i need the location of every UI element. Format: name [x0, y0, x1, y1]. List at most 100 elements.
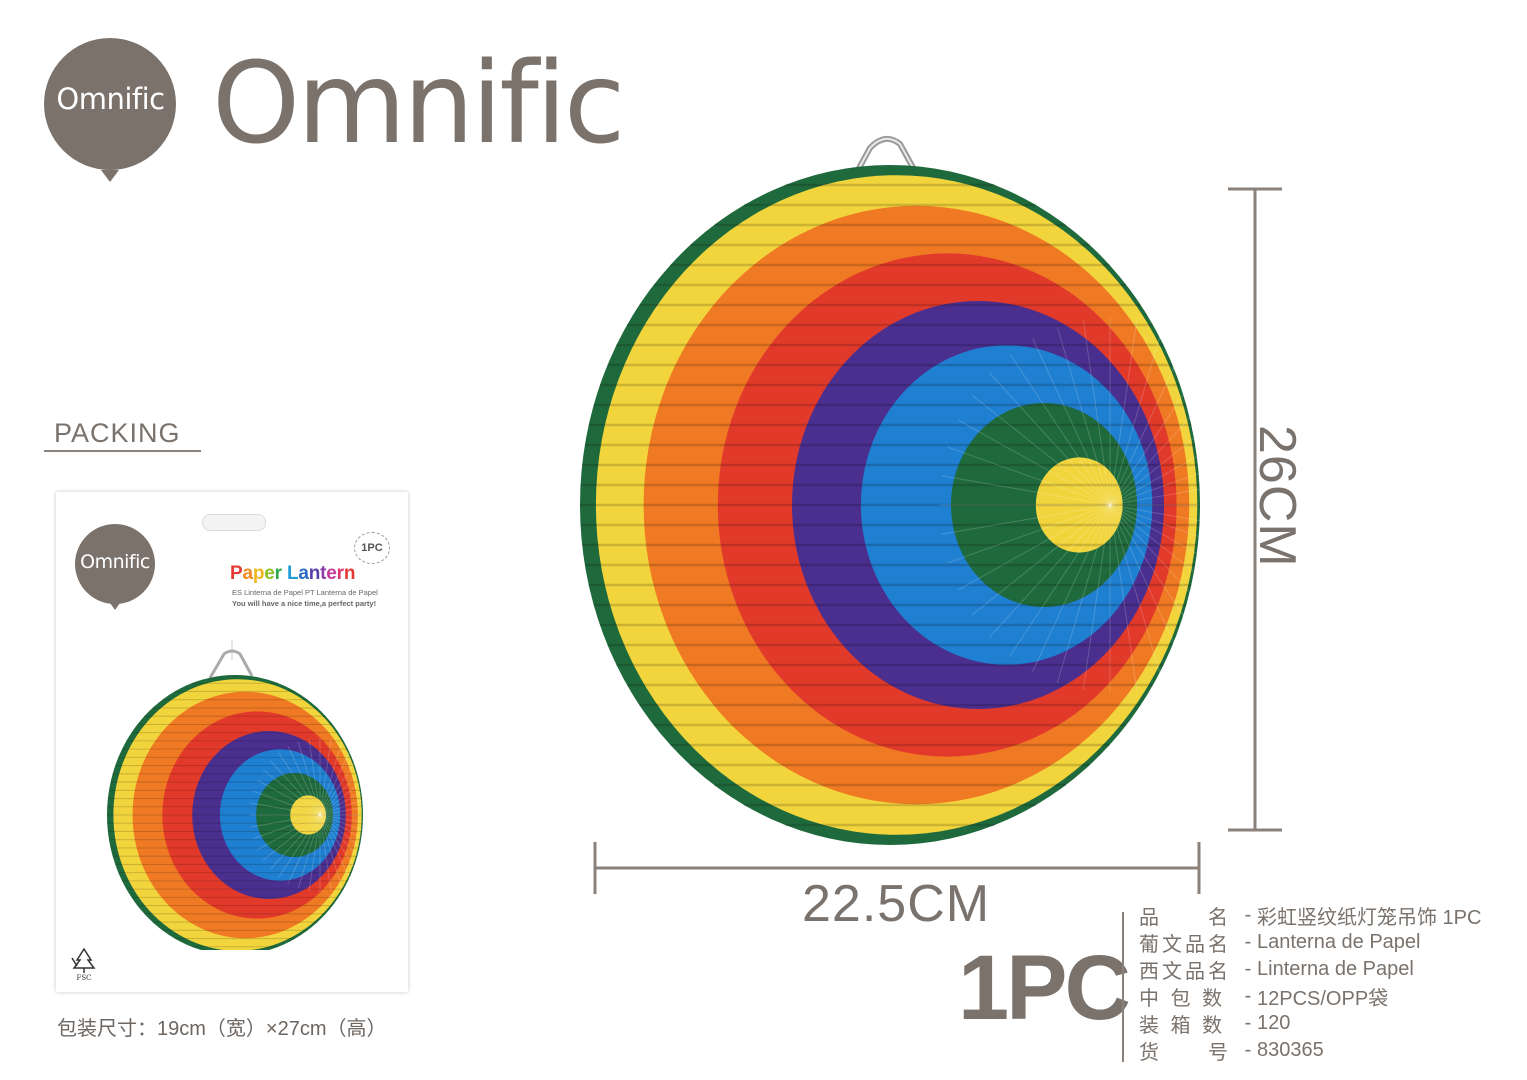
lantern-fan-line	[989, 504, 1111, 638]
packing-underline	[44, 450, 201, 452]
lantern-band	[1035, 457, 1123, 553]
lantern-fan-line	[1109, 504, 1230, 527]
spec-row-item-number: 货 号 - 830365	[1139, 1037, 1519, 1064]
package-title-letter: a	[298, 563, 309, 584]
package-size-text: 包装尺寸：19cm（宽）×27cm（高）	[57, 1018, 387, 1040]
package-quantity-badge: 1PC	[354, 532, 390, 564]
lantern-fan-line	[1109, 504, 1230, 573]
lantern-fan-line	[319, 814, 353, 884]
lantern-fan-line	[1109, 504, 1230, 602]
spec-label: 西文品名	[1139, 961, 1231, 983]
spec-value: Lanterna de Papel	[1257, 931, 1421, 953]
lantern-fan-line	[319, 774, 370, 816]
width-dimension-label: 22.5CM	[802, 875, 991, 933]
lantern-fan-line	[319, 814, 370, 856]
package-title-letter: p	[252, 563, 265, 584]
package-title-letter: e	[326, 563, 337, 584]
lantern-fan-line	[319, 805, 370, 816]
lantern-fan-line	[1109, 338, 1188, 506]
lantern-fan-line	[319, 814, 370, 834]
package-product-subtitle: ES Linterna de Papel PT Lanterna de Pape…	[232, 588, 378, 597]
lantern-fan-line	[989, 372, 1111, 506]
lantern-fan-line	[947, 504, 1111, 564]
spec-value: 12PCS/OPP袋	[1257, 988, 1389, 1010]
spec-row-carton-qty: 装 箱 数 - 120	[1139, 1010, 1519, 1037]
lantern-fan-line	[971, 394, 1111, 506]
lantern-fan-line	[319, 752, 362, 816]
lantern-fan-line	[287, 814, 321, 884]
lantern-fan-line	[308, 814, 321, 892]
lantern-fan-line	[1056, 504, 1111, 683]
lantern-fan-line	[297, 814, 321, 889]
package-title-letter: n	[308, 563, 321, 584]
lantern-fan-line	[308, 738, 321, 816]
package-title-letter: e	[264, 563, 275, 584]
lantern-fan-line	[1109, 408, 1230, 506]
lantern-fan-line	[278, 752, 321, 816]
lantern-fan-line	[319, 796, 370, 816]
fsc-tree-icon: FSC	[71, 947, 96, 982]
lantern-fan-line	[1032, 338, 1111, 506]
lantern-fan-line	[319, 760, 370, 816]
spec-label: 货 号	[1139, 1042, 1231, 1064]
lantern-fan-line	[1109, 504, 1138, 690]
lantern-fan-line	[957, 419, 1111, 506]
lantern-fan-line	[1109, 353, 1211, 506]
spec-label: 品 名	[1139, 907, 1231, 929]
lantern-fan-line	[319, 746, 353, 816]
lantern-fan-line	[1032, 504, 1111, 672]
lantern-fan-line	[1109, 504, 1230, 638]
lantern-fan-line	[1109, 320, 1138, 506]
lantern-fan-line	[1109, 372, 1230, 506]
lantern-fan-line	[971, 504, 1111, 616]
big-lantern-body	[580, 165, 1230, 845]
spec-row-spanish-name: 西文品名 - Linterna de Papel	[1139, 956, 1519, 983]
spec-label: 装 箱 数	[1139, 1015, 1226, 1037]
spec-separator: -	[1244, 931, 1252, 953]
spec-separator: -	[1244, 958, 1252, 980]
packing-heading: PACKING	[54, 418, 181, 448]
brand-logo-balloon-icon	[44, 38, 176, 182]
lantern-fan-line	[1082, 504, 1111, 690]
spec-value: 彩虹竖纹纸灯笼吊饰 1PC	[1257, 907, 1482, 929]
lantern-fan-line	[941, 475, 1111, 506]
lantern-fan-line	[287, 746, 321, 816]
lantern-fan-line	[319, 814, 370, 825]
lantern-fan-line	[262, 814, 321, 861]
lantern-fan-line	[250, 814, 321, 828]
lantern-fan-line	[297, 741, 321, 816]
package-logo-text: Omnific	[80, 551, 150, 573]
spec-label: 中 包 数	[1139, 988, 1226, 1010]
package-lantern-image	[107, 640, 370, 950]
lantern-fan-line	[1082, 320, 1111, 506]
svg-text:FSC: FSC	[76, 974, 91, 982]
lantern-fan-line	[319, 814, 362, 878]
package-title-letter: a	[242, 563, 253, 584]
lantern-band	[290, 795, 327, 835]
lantern-fan-line	[319, 786, 370, 816]
lantern-fan-line	[319, 741, 343, 816]
package-title-letter: t	[320, 563, 327, 584]
package-hang-hole	[202, 514, 266, 531]
lantern-fan-line	[262, 769, 321, 816]
lantern-fan-line	[319, 814, 332, 892]
lantern-fan-line	[1009, 353, 1111, 506]
lantern-fan-line	[319, 738, 332, 816]
spec-value: Linterna de Papel	[1257, 958, 1414, 980]
package-product-title: Paper Lantern	[230, 563, 355, 585]
spec-table: 品 名 - 彩虹竖纹纸灯笼吊饰 1PC 葡文品名 - Lanterna de P…	[1139, 902, 1519, 1064]
width-dimension-line	[593, 842, 1201, 894]
height-dimension-line	[1228, 187, 1282, 832]
lantern-fan-line	[1109, 504, 1188, 672]
package-title-letter: P	[230, 563, 243, 584]
lantern-fan-line	[1109, 327, 1164, 506]
lantern-fan-line	[319, 814, 370, 844]
height-dimension-label: 26CM	[1248, 425, 1306, 568]
lantern-fan-line	[252, 814, 321, 840]
lantern-fan-line	[252, 790, 321, 816]
lantern-fan-line	[250, 802, 321, 816]
lantern-fan-line	[257, 779, 321, 816]
lantern-product-image	[580, 135, 1230, 845]
spec-row-name: 品 名 - 彩虹竖纹纸灯笼吊饰 1PC	[1139, 902, 1519, 929]
spec-row-inner-pack: 中 包 数 - 12PCS/OPP袋	[1139, 983, 1519, 1010]
